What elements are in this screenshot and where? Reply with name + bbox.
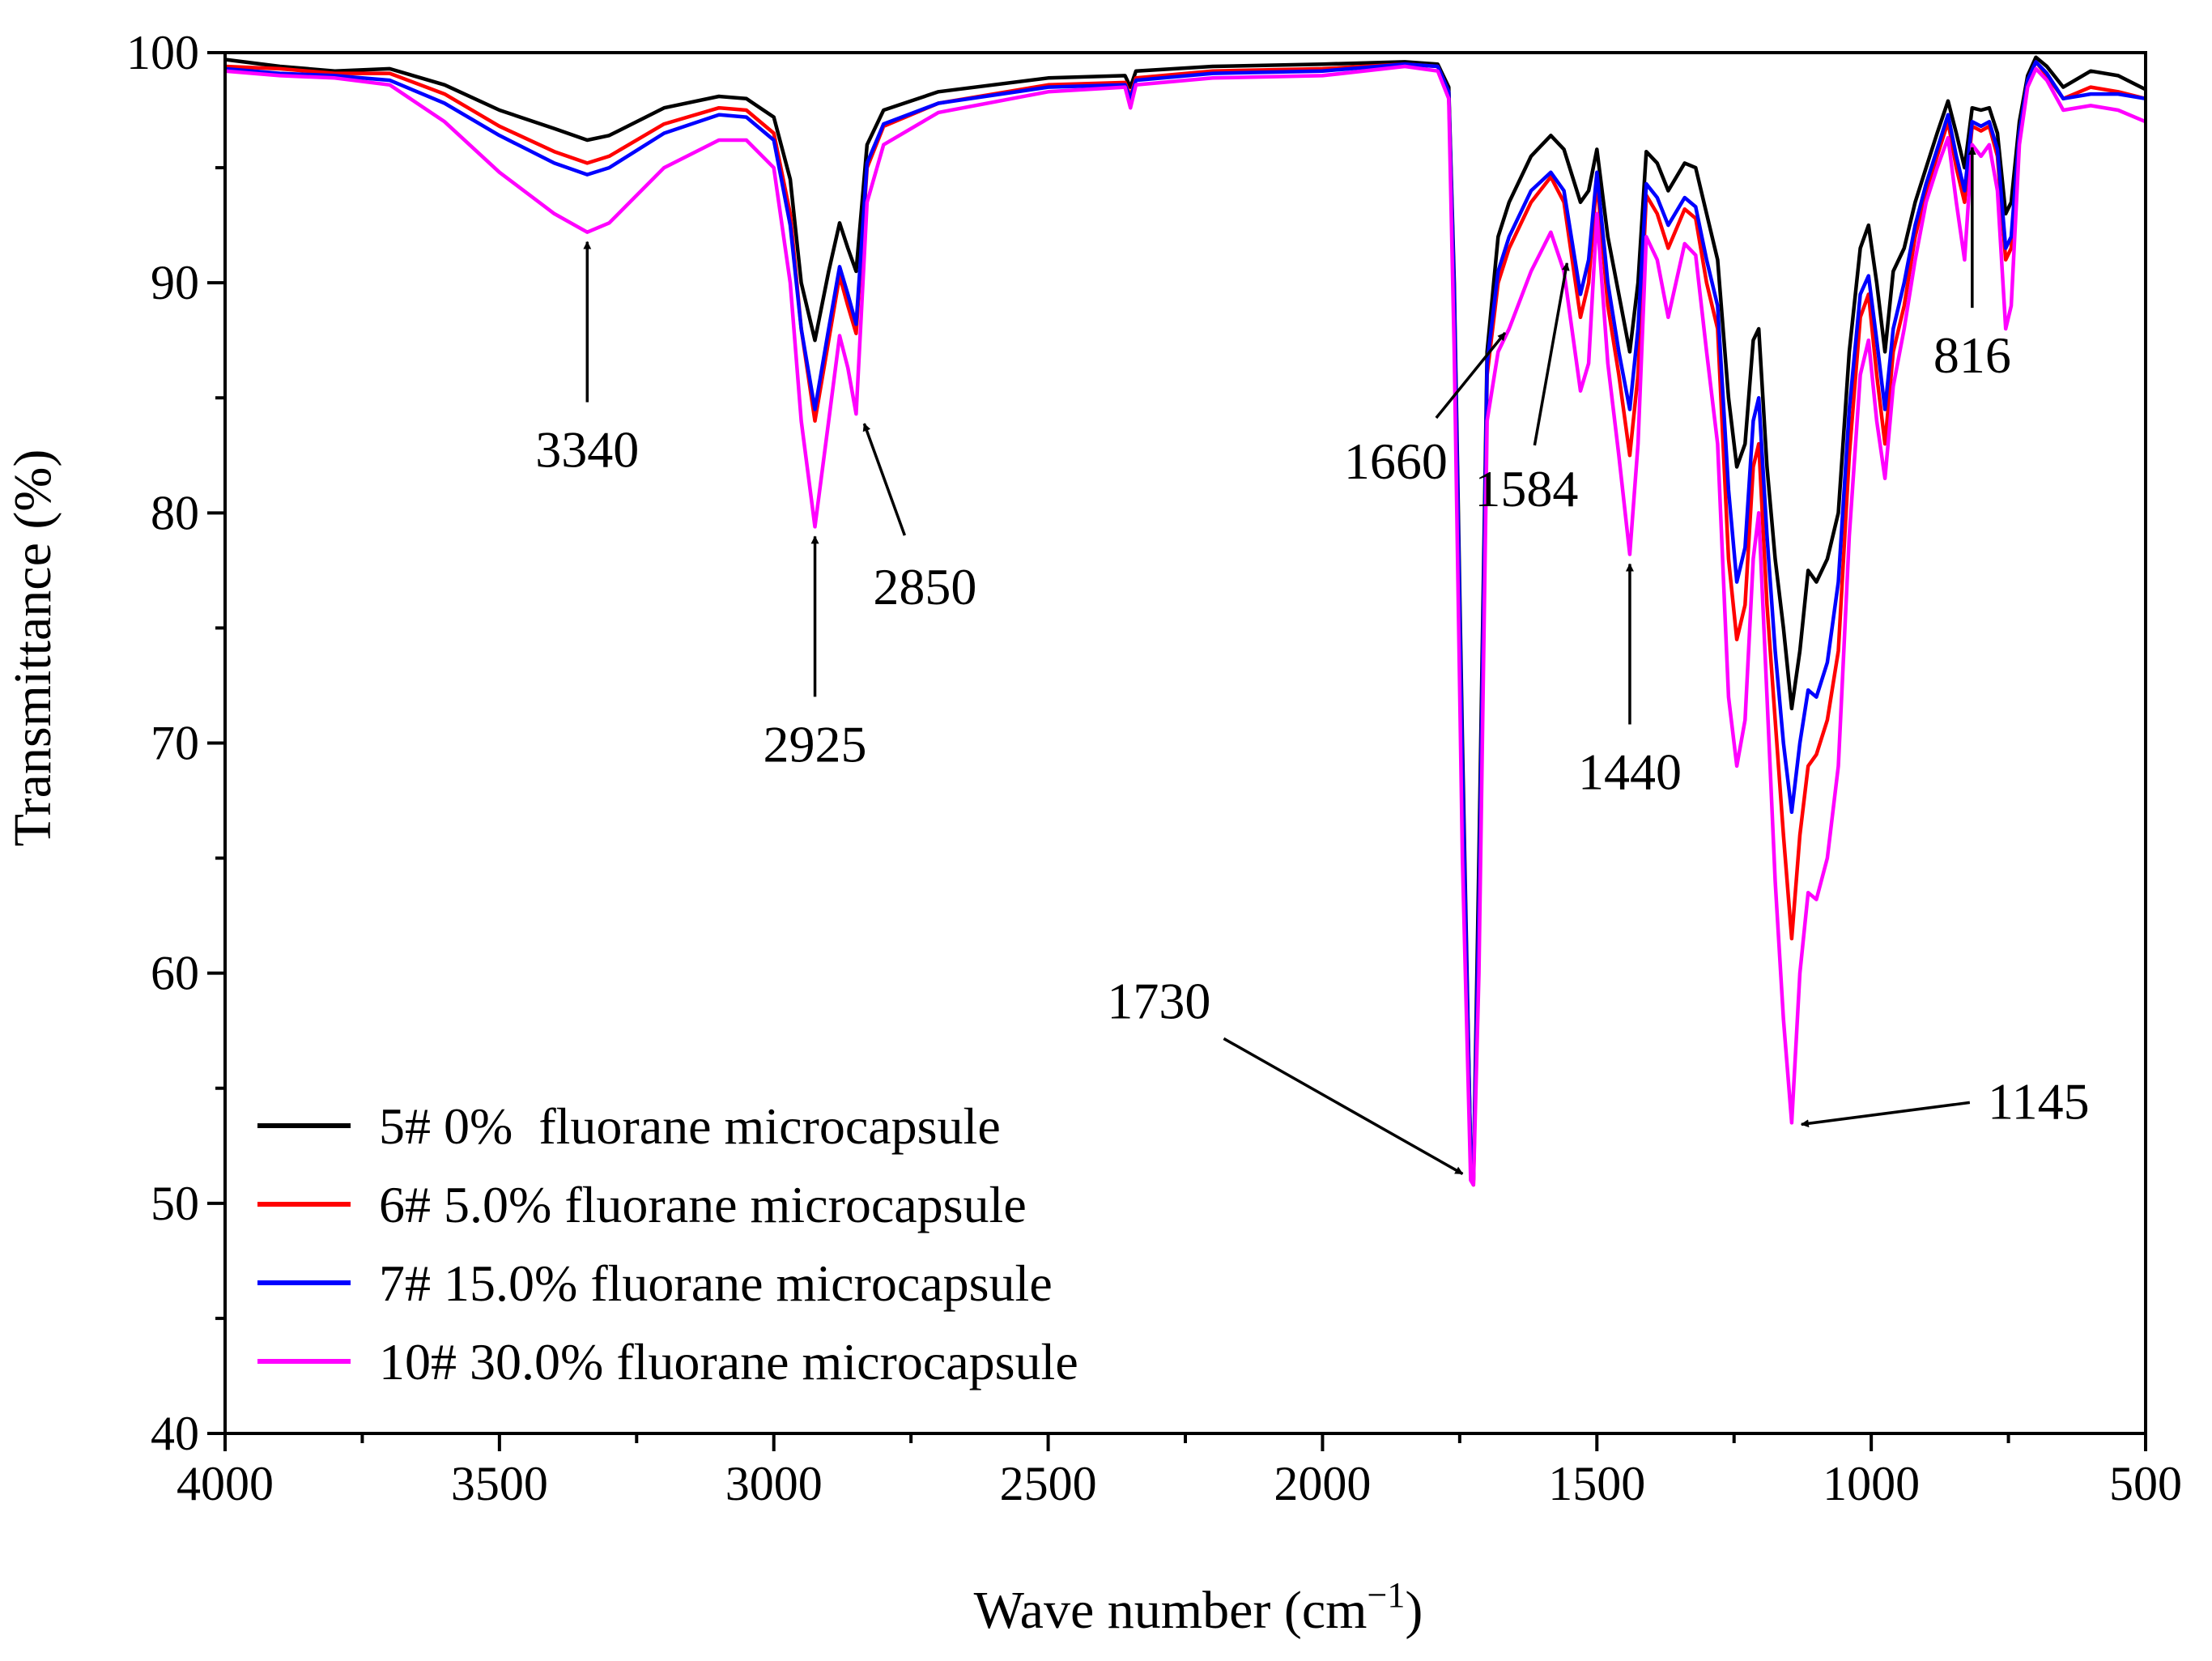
annotation-label-816: 816: [1933, 326, 2011, 384]
y-tick-label: 50: [151, 1177, 199, 1230]
annotation-arrow-2850: [862, 423, 907, 536]
series-layer: [224, 55, 2147, 1187]
annotation-label-2925: 2925: [764, 715, 867, 773]
x-axis-title-main: Wave number (cm: [974, 1581, 1368, 1640]
series-line-2: [224, 60, 2146, 1187]
y-tick-label: 90: [151, 256, 199, 309]
annotation-arrow-1584: [1533, 262, 1570, 446]
legend-label-2: 6# 5.0% fluorane microcapsule: [379, 1176, 1027, 1233]
x-tick-label: 4000: [177, 1457, 274, 1510]
annotation-label-2850: 2850: [873, 558, 976, 615]
annotation-label-1584: 1584: [1474, 460, 1578, 517]
legend-label-3: 7# 15.0% fluorane microcapsule: [379, 1254, 1053, 1312]
annotation-label-1660: 1660: [1344, 432, 1448, 490]
legend: 5# 0% fluorane microcapsule 6# 5.0% fluor…: [257, 1097, 1078, 1391]
annotation-layer: 3340 2925 2850 1730 1660 1584 1440 1145 816: [535, 147, 2090, 1175]
y-tick-label: 100: [126, 26, 199, 79]
x-axis-title-sup: −1: [1368, 1575, 1406, 1615]
annotation-arrow-1660: [1435, 331, 1507, 420]
annotation-label-1145: 1145: [1988, 1072, 2090, 1130]
x-tick-label: 3500: [451, 1457, 548, 1510]
series-line-3: [224, 60, 2146, 1182]
y-tick-label: 40: [151, 1407, 199, 1460]
y-tick-label: 80: [151, 486, 199, 539]
x-tick-label: 2500: [1000, 1457, 1097, 1510]
x-axis-title: Wave number (cm−1): [974, 1575, 1423, 1640]
y-tick-label: 60: [151, 947, 199, 1000]
x-axis-title-close: ): [1405, 1581, 1423, 1640]
annotation-arrow-1145: [1800, 1101, 1971, 1128]
annotation-label-1730: 1730: [1107, 972, 1210, 1029]
x-tick-label: 500: [2109, 1457, 2182, 1510]
series-line-1: [224, 55, 2147, 1182]
annotation-label-3340: 3340: [535, 421, 639, 479]
y-axis-title: Transmittance (%): [3, 449, 62, 847]
series-line-4: [224, 64, 2146, 1187]
y-tick-label: 70: [151, 717, 199, 770]
x-tick-label: 3000: [725, 1457, 823, 1510]
axes-layer: 4000 3500 3000 2500 2000 1500 1000 500 40 50 60 70 8…: [126, 26, 2182, 1510]
x-tick-label: 1500: [1548, 1457, 1645, 1510]
legend-label-4: 10# 30.0% fluorane microcapsule: [379, 1333, 1078, 1391]
x-tick-label: 1000: [1823, 1457, 1920, 1510]
x-tick-label: 2000: [1274, 1457, 1371, 1510]
annotation-arrow-1730: [1223, 1037, 1464, 1175]
legend-label-1: 5# 0% fluorane microcapsule: [379, 1097, 1001, 1155]
annotation-label-1440: 1440: [1578, 743, 1682, 800]
